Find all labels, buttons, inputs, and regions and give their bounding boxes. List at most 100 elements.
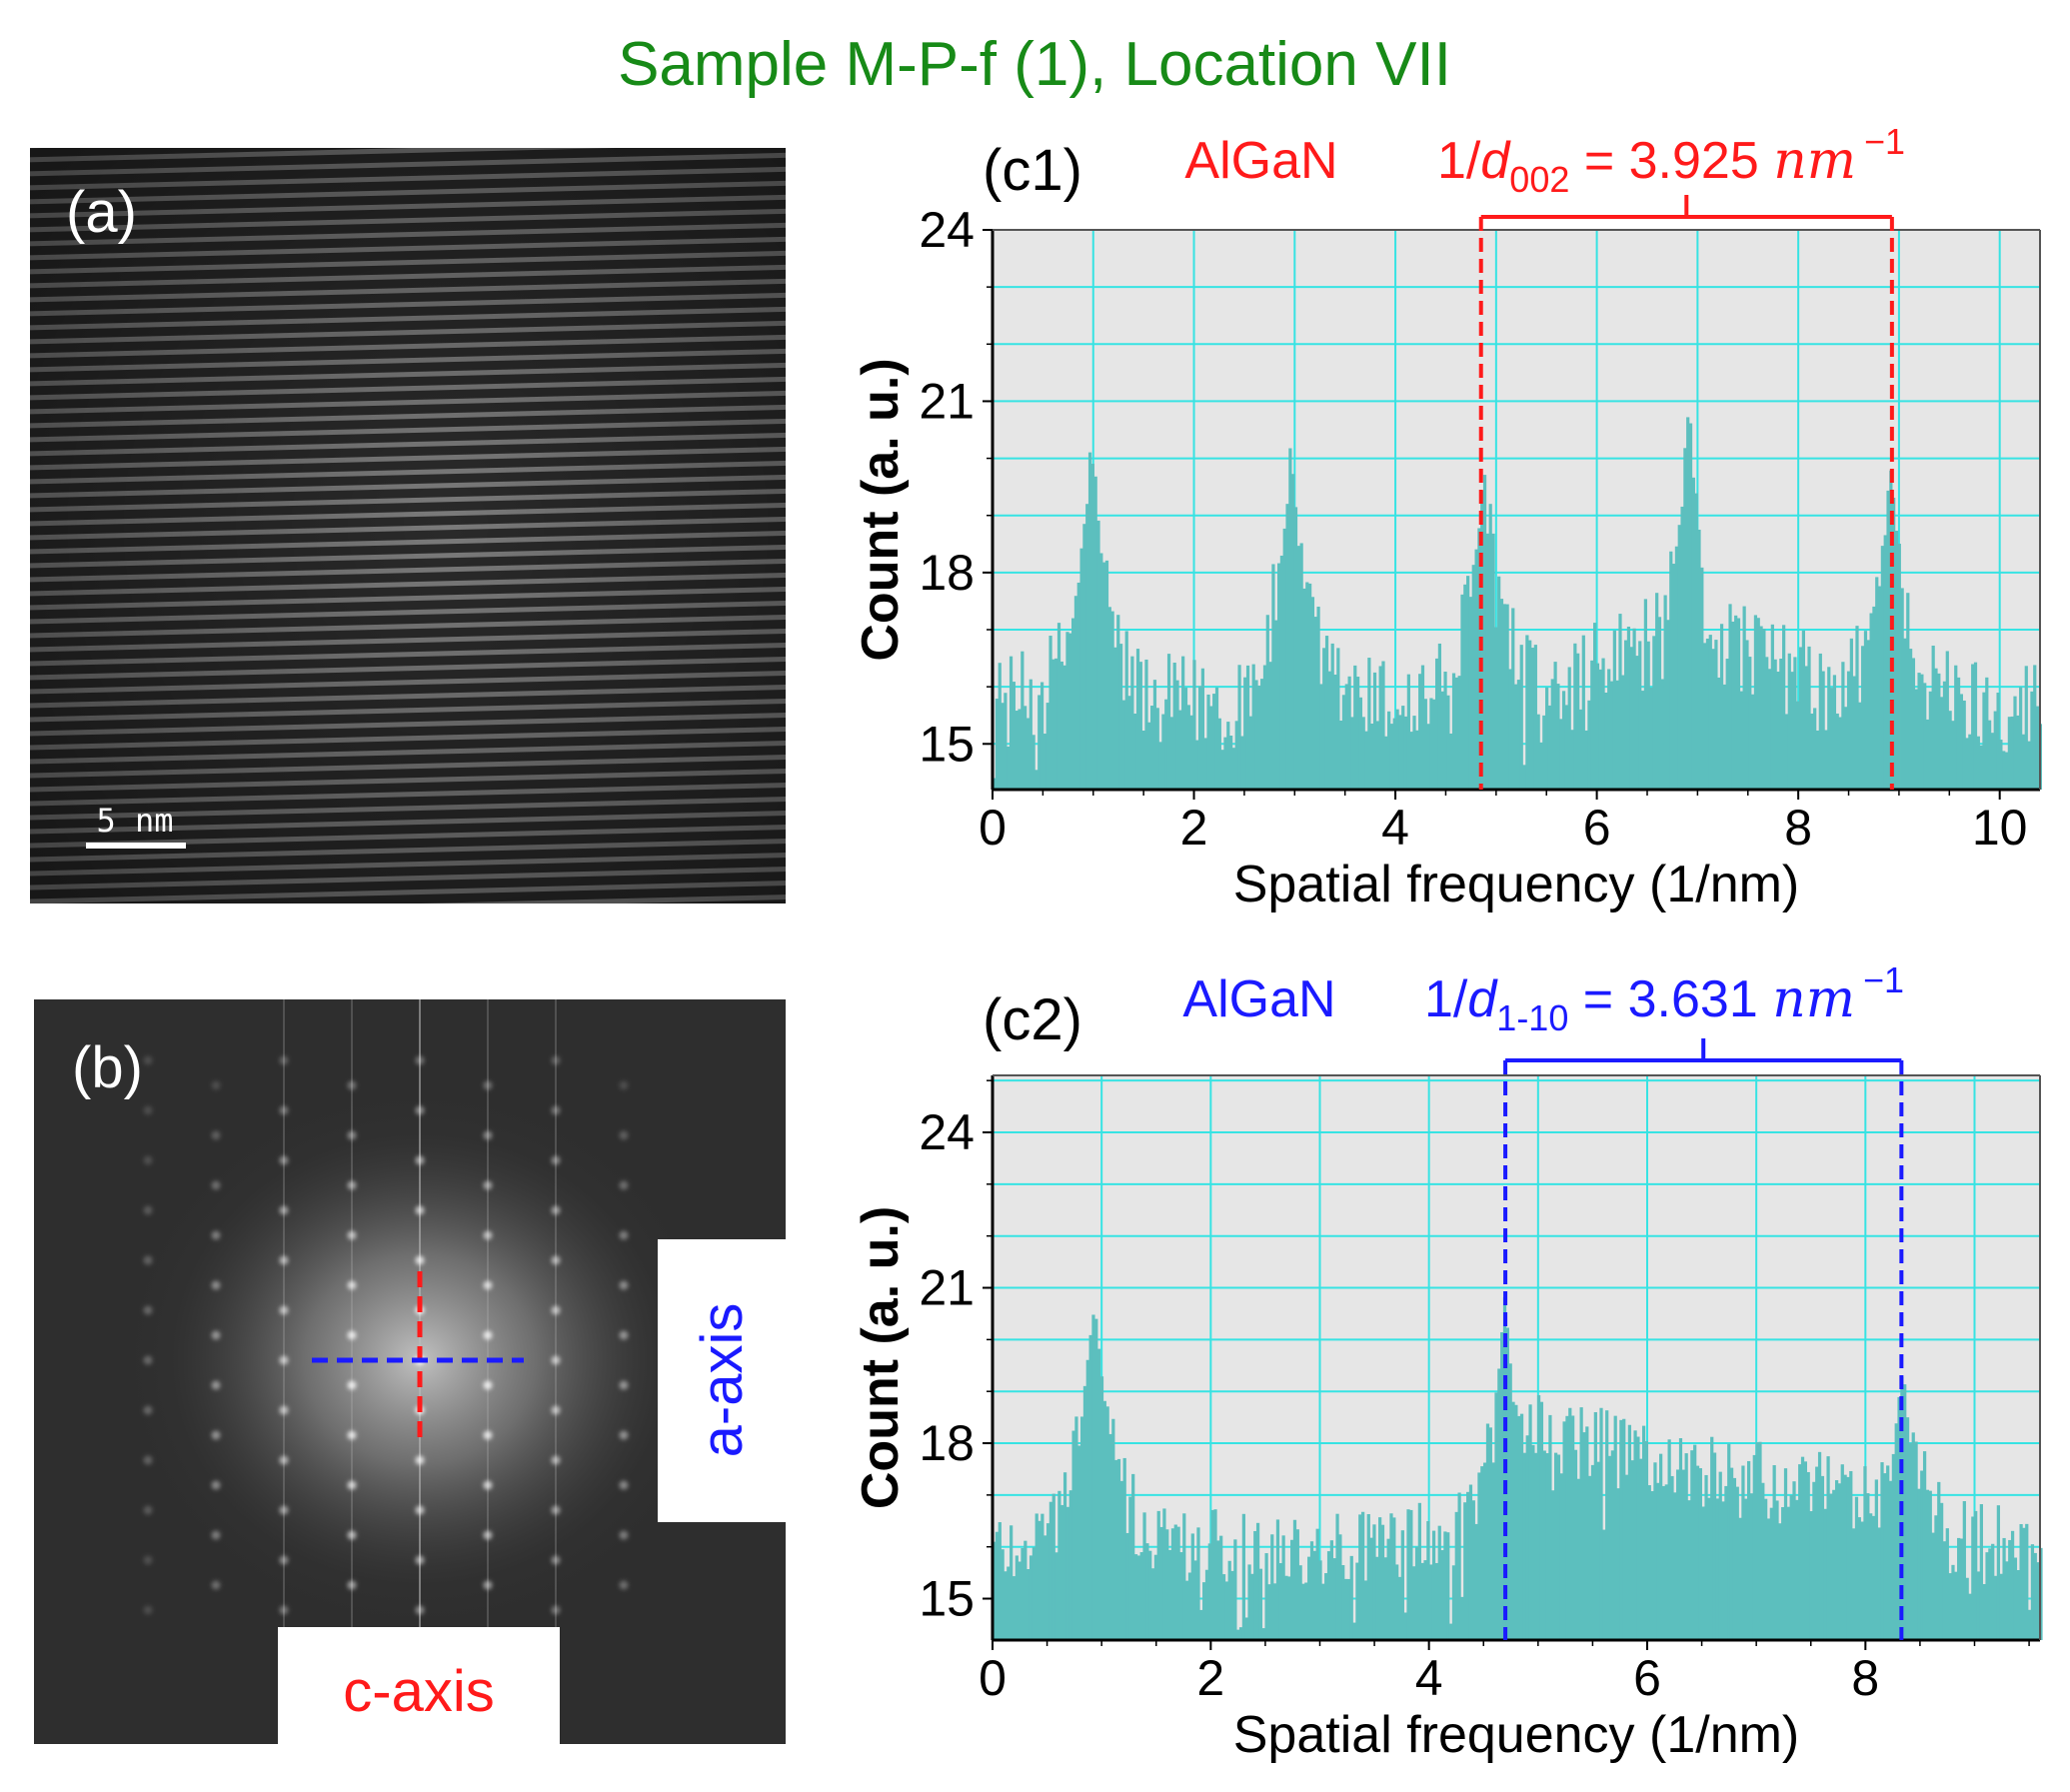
histogram-bar bbox=[1135, 649, 1140, 790]
histogram-bar bbox=[1378, 1517, 1382, 1640]
histogram-bar bbox=[1150, 1568, 1155, 1640]
fft-diffraction-spot bbox=[143, 1455, 153, 1465]
histogram-bar bbox=[1815, 1466, 1819, 1640]
histogram-bar bbox=[1229, 736, 1233, 790]
histogram-bar bbox=[1703, 643, 1707, 790]
histogram-bar bbox=[1582, 1432, 1586, 1640]
histogram-bar bbox=[1971, 664, 1975, 790]
annotation-subscript: 1-10 bbox=[1496, 997, 1568, 1038]
histogram-bar bbox=[1643, 599, 1647, 790]
histogram-bar bbox=[1045, 1523, 1050, 1640]
histogram-bar bbox=[1700, 567, 1704, 790]
histogram-bar bbox=[1335, 1513, 1339, 1640]
histogram-bar bbox=[1386, 1538, 1390, 1640]
histogram-bar bbox=[2021, 734, 2026, 790]
histogram-bar bbox=[2005, 1561, 2009, 1640]
histogram-bar bbox=[2022, 1527, 2026, 1640]
histogram-bar bbox=[1400, 1530, 1404, 1640]
fft-diffraction-spot bbox=[483, 1280, 493, 1290]
fft-diffraction-spot bbox=[551, 1505, 561, 1515]
panel-label: (c2) bbox=[983, 987, 1082, 1052]
histogram-bar bbox=[1296, 546, 1300, 790]
histogram-bar bbox=[1570, 730, 1574, 790]
fft-diffraction-spot bbox=[279, 1555, 289, 1565]
histogram-bar bbox=[1375, 721, 1379, 790]
histogram-bar bbox=[1247, 1564, 1251, 1640]
histogram-bar bbox=[1765, 657, 1769, 790]
histogram-bar bbox=[1587, 700, 1591, 790]
fft-diffraction-spot bbox=[347, 1480, 357, 1490]
histogram-bar bbox=[1423, 699, 1427, 790]
annotation-unit: nm bbox=[1773, 131, 1856, 191]
histogram-bar bbox=[1982, 692, 1986, 790]
fft-diffraction-spot bbox=[347, 1280, 357, 1290]
histogram-bar bbox=[1616, 1488, 1620, 1640]
fft-diffraction-spot bbox=[347, 1130, 357, 1140]
histogram-bar bbox=[1863, 631, 1868, 790]
histogram-bar bbox=[1037, 695, 1041, 790]
fft-diffraction-spot bbox=[551, 1305, 561, 1315]
histogram-bar bbox=[1264, 1553, 1268, 1640]
histogram-bar bbox=[1219, 1535, 1223, 1640]
histogram-bar bbox=[1275, 1519, 1280, 1640]
histogram-bar bbox=[1156, 1510, 1160, 1640]
histogram-bar bbox=[1607, 1455, 1612, 1640]
histogram-bar bbox=[1667, 1439, 1671, 1640]
histogram-bar bbox=[1412, 716, 1416, 790]
histogram-bar bbox=[1136, 1555, 1140, 1640]
histogram-bar bbox=[1437, 1525, 1441, 1640]
histogram-bar bbox=[1488, 504, 1492, 790]
annotation-value: = 3.631 bbox=[1568, 970, 1772, 1028]
histogram-bar bbox=[1573, 1449, 1578, 1640]
histogram-bar bbox=[1511, 608, 1515, 790]
histogram-bar bbox=[1649, 687, 1653, 790]
fft-diffraction-spot bbox=[279, 1455, 289, 1465]
c-axis-box bbox=[278, 1627, 560, 1745]
histogram-bar bbox=[1786, 1506, 1790, 1640]
histogram-bar bbox=[1708, 635, 1712, 790]
histogram-bar bbox=[1533, 645, 1537, 790]
histogram-bar bbox=[1571, 1415, 1575, 1640]
histogram-bar bbox=[1886, 1465, 1890, 1640]
histogram-bar bbox=[1265, 615, 1269, 790]
histogram-bar bbox=[1866, 640, 1870, 790]
histogram-bar bbox=[1928, 1490, 1932, 1640]
histogram-bar bbox=[1073, 596, 1078, 790]
histogram-bar bbox=[1999, 740, 2003, 790]
histogram-bar bbox=[1954, 665, 1958, 790]
annotation-d-symbol: d bbox=[1467, 970, 1498, 1028]
histogram-bar bbox=[1021, 651, 1025, 790]
x-tick-label: 8 bbox=[1784, 800, 1812, 856]
histogram-bar bbox=[1179, 1552, 1183, 1640]
fft-diffraction-spot bbox=[415, 1505, 425, 1515]
histogram-bar bbox=[1185, 1580, 1189, 1640]
histogram-bar bbox=[1630, 1460, 1634, 1640]
fft-diffraction-spot bbox=[619, 1230, 629, 1240]
histogram-bar bbox=[998, 663, 1002, 790]
histogram-bar bbox=[1065, 1506, 1070, 1640]
histogram-bar bbox=[1471, 1500, 1475, 1640]
histogram-bar bbox=[1686, 417, 1690, 790]
x-tick-label: 4 bbox=[1381, 800, 1409, 856]
histogram-bar bbox=[1231, 748, 1236, 790]
histogram-bar bbox=[1965, 738, 1969, 790]
histogram-bar bbox=[1175, 680, 1179, 790]
histogram-bar bbox=[1165, 1529, 1169, 1640]
histogram-bar bbox=[1499, 599, 1504, 790]
histogram-bar bbox=[1454, 677, 1458, 790]
fft-diffraction-spot bbox=[143, 1555, 153, 1565]
histogram-bar bbox=[1764, 1498, 1768, 1640]
histogram-bar bbox=[1093, 476, 1097, 790]
histogram-bar bbox=[1497, 576, 1501, 790]
histogram-bar bbox=[1979, 1504, 1983, 1640]
histogram-bar bbox=[1341, 695, 1346, 790]
histogram-bar bbox=[1007, 746, 1011, 790]
fft-diffraction-spot bbox=[143, 1155, 153, 1165]
histogram-bar bbox=[1302, 588, 1306, 790]
histogram-bar bbox=[1732, 1477, 1737, 1640]
histogram-bar bbox=[1581, 635, 1585, 790]
histogram-bar bbox=[1598, 669, 1602, 790]
x-tick-label: 2 bbox=[1180, 800, 1208, 856]
y-tick-label: 24 bbox=[919, 202, 975, 258]
fft-diffraction-spot bbox=[211, 1180, 221, 1190]
